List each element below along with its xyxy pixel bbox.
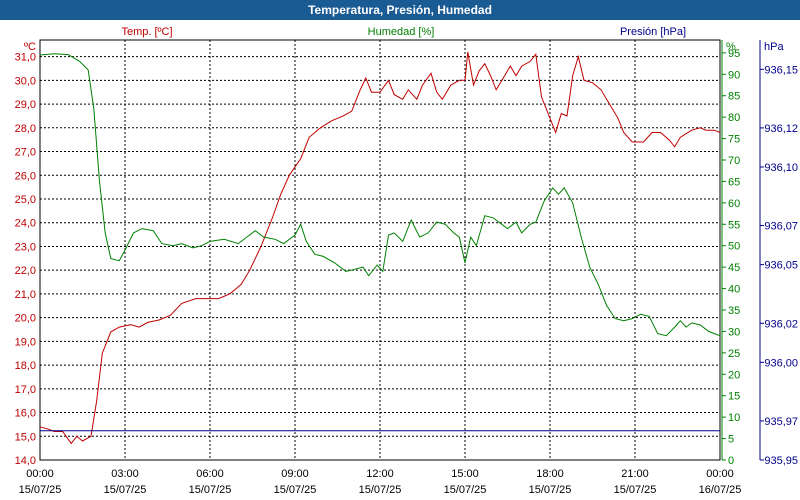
x-tick-date: 15/07/25 [189,484,232,496]
temp-tick-label: 26,0 [15,170,36,182]
humidity-tick-label: 0 [728,455,734,467]
humidity-tick-label: 20 [728,369,740,381]
x-tick-date: 15/07/25 [444,484,487,496]
humidity-tick-label: 45 [728,262,740,274]
temp-tick-label: 23,0 [15,241,36,253]
x-tick-date: 15/07/25 [19,484,62,496]
humidity-tick-label: 75 [728,134,740,146]
temp-tick-label: 19,0 [15,336,36,348]
humidity-unit-label: % [726,41,736,53]
humidity-tick-label: 90 [728,69,740,81]
humidity-tick-label: 30 [728,326,740,338]
humidity-tick-label: 80 [728,112,740,124]
x-tick-time: 12:00 [366,468,394,480]
pressure-tick-label: 935,97 [764,416,798,428]
humidity-tick-label: 25 [728,348,740,360]
pressure-tick-label: 936,15 [764,64,798,76]
pressure-tick-label: 936,05 [764,260,798,272]
pressure-tick-label: 936,02 [764,318,798,330]
temp-tick-label: 15,0 [15,431,36,443]
pressure-tick-label: 936,07 [764,221,798,233]
temp-unit-label: ºC [24,41,36,53]
x-tick-time: 03:00 [111,468,139,480]
temp-tick-label: 21,0 [15,289,36,301]
x-tick-date: 15/07/25 [614,484,657,496]
x-tick-date: 16/07/25 [699,484,742,496]
temp-series-line [39,51,721,445]
temp-tick-label: 28,0 [15,123,36,135]
humidity-tick-label: 85 [728,91,740,103]
temp-tick-label: 25,0 [15,194,36,206]
x-tick-date: 15/07/25 [104,484,147,496]
x-tick-time: 15:00 [451,468,479,480]
humidity-tick-label: 10 [728,412,740,424]
humidity-axis-title: Humedad [%] [368,26,435,38]
chart-svg: 00:00 15/07/25 03:00 15/07/25 06:00 15/07/25 0… [15,26,798,496]
x-tick-date: 15/07/25 [359,484,402,496]
x-tick-time: 00:00 [26,468,54,480]
pressure-tick-label: 936,10 [764,162,798,174]
temp-tick-label: 30,0 [15,75,36,87]
humidity-tick-label: 40 [728,284,740,296]
temp-tick-label: 29,0 [15,99,36,111]
temp-tick-label: 18,0 [15,360,36,372]
temp-tick-label: 27,0 [15,147,36,159]
temp-tick-label: 16,0 [15,408,36,420]
window-title: Temperatura, Presión, Humedad [0,0,800,20]
temp-tick-label: 17,0 [15,384,36,396]
temp-tick-label: 20,0 [15,313,36,325]
pressure-tick-label: 935,95 [764,455,798,467]
humidity-tick-label: 95 [728,48,740,60]
x-tick-time: 18:00 [536,468,564,480]
pressure-unit-label: hPa [764,41,784,53]
temp-tick-label: 22,0 [15,265,36,277]
temp-tick-label: 24,0 [15,218,36,230]
x-tick-time: 00:00 [706,468,734,480]
x-tick-date: 15/07/25 [274,484,317,496]
humidity-tick-label: 5 [728,434,734,446]
x-tick-date: 15/07/25 [529,484,572,496]
humidity-series-line [39,53,721,337]
x-tick-time: 06:00 [196,468,224,480]
humidity-tick-label: 55 [728,219,740,231]
x-tick-time: 21:00 [621,468,649,480]
pressure-tick-label: 936,12 [764,123,798,135]
pressure-axis-title: Presión [hPa] [620,26,686,38]
pressure-tick-label: 936,00 [764,357,798,369]
humidity-tick-label: 65 [728,176,740,188]
humidity-tick-label: 70 [728,155,740,167]
temp-tick-label: 31,0 [15,52,36,64]
temp-tick-label: 14,0 [15,455,36,467]
x-tick-time: 09:00 [281,468,309,480]
humidity-tick-label: 60 [728,198,740,210]
humidity-tick-label: 50 [728,241,740,253]
humidity-tick-label: 35 [728,305,740,317]
humidity-tick-label: 15 [728,391,740,403]
temp-axis-title: Temp. [ºC] [121,26,172,38]
